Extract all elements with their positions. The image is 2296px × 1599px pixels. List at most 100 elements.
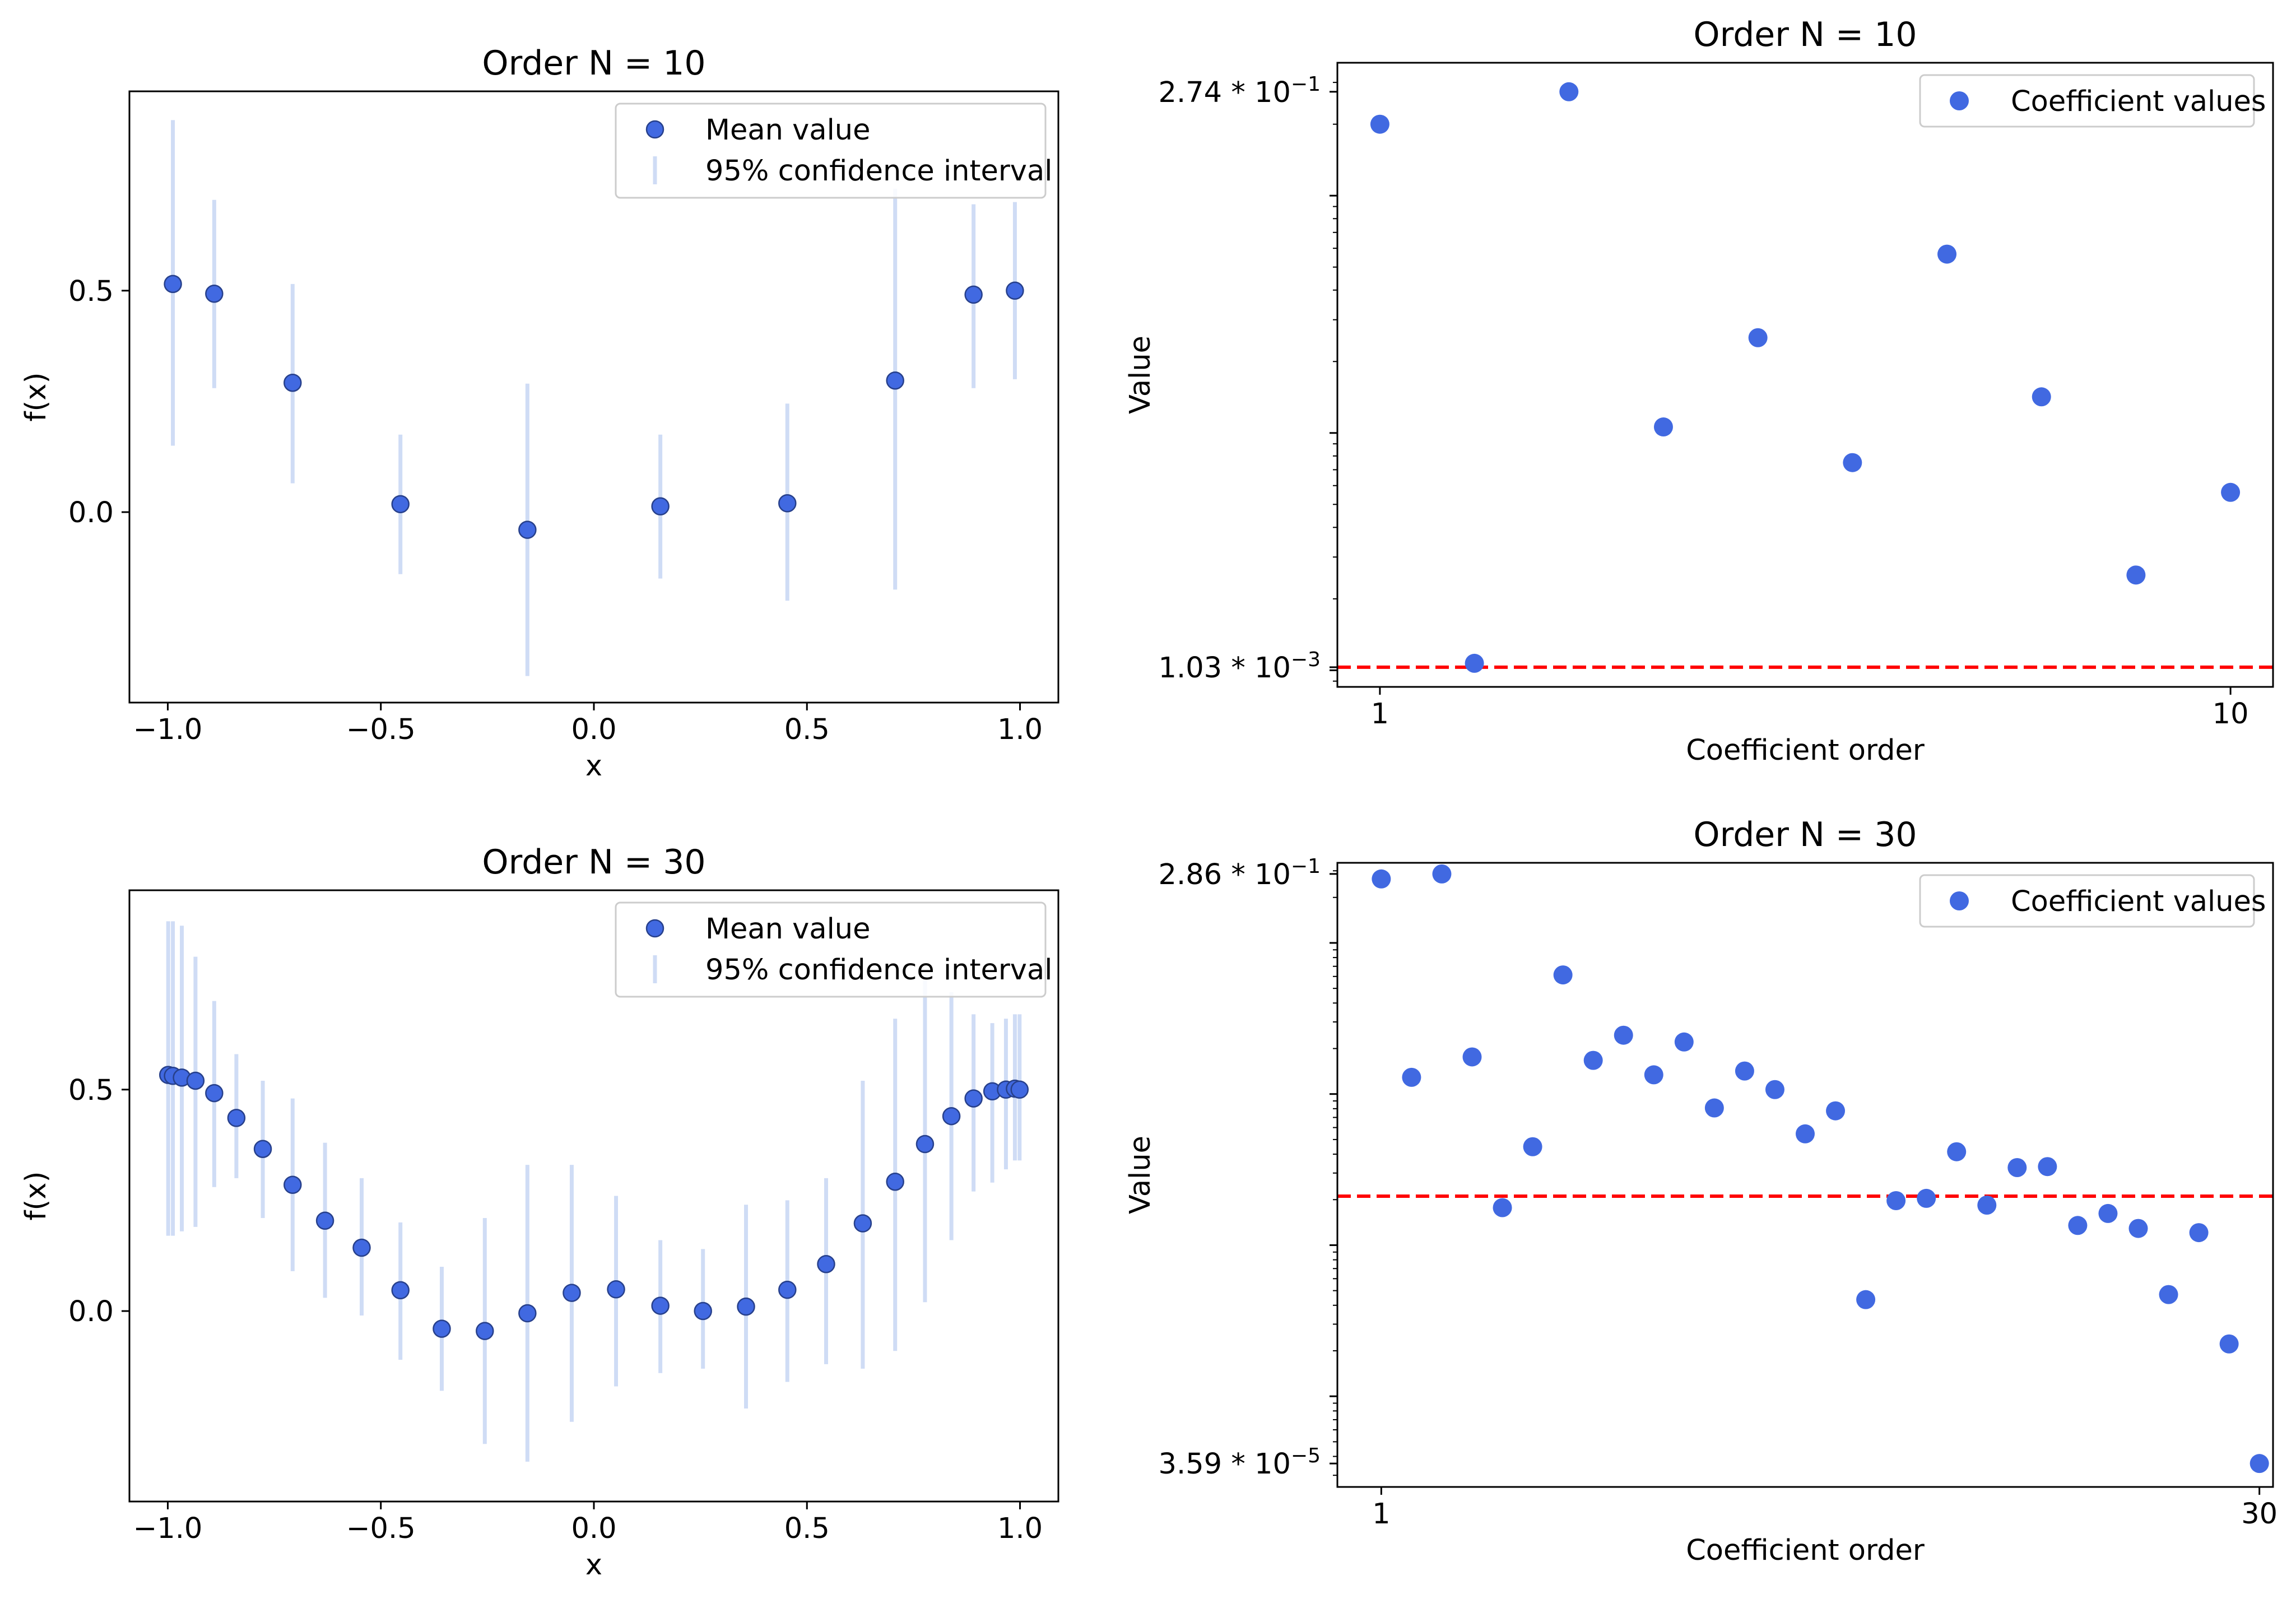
legend-label: Mean value bbox=[705, 114, 870, 147]
data-point bbox=[886, 1172, 904, 1191]
data-point bbox=[942, 1107, 961, 1126]
data-point bbox=[964, 1089, 983, 1108]
data-point bbox=[1372, 869, 1391, 889]
plot-area bbox=[1337, 82, 2273, 673]
chart-title: Order N = 30 bbox=[1693, 815, 1917, 854]
x-tick-label: 10 bbox=[2213, 698, 2249, 731]
legend-marker bbox=[1950, 891, 1969, 910]
x-tick-label: 1 bbox=[1371, 698, 1389, 731]
data-point bbox=[964, 285, 983, 304]
x-tick-label: 0.0 bbox=[571, 1512, 616, 1545]
axes-frame bbox=[1336, 62, 2274, 688]
data-point bbox=[2128, 1219, 2148, 1238]
x-axis-label: x bbox=[585, 1549, 602, 1582]
data-point bbox=[817, 1254, 835, 1273]
y-axis-label: Value bbox=[1124, 1136, 1157, 1214]
y-tick-mantissa: 2.74 * 10 bbox=[1159, 76, 1291, 109]
data-point bbox=[1370, 114, 1389, 134]
data-point bbox=[227, 1109, 246, 1127]
data-point bbox=[2007, 1158, 2027, 1177]
y-tick-label: 0.5 bbox=[68, 275, 114, 308]
x-tick-label: 30 bbox=[2241, 1498, 2278, 1531]
data-point bbox=[1977, 1195, 1997, 1215]
data-point bbox=[886, 371, 904, 390]
data-point bbox=[1704, 1098, 1724, 1118]
data-point bbox=[1583, 1050, 1603, 1070]
legend-label: 95% confidence interval bbox=[705, 155, 1052, 188]
data-point bbox=[518, 1304, 537, 1323]
y-tick-label: 3.59 * 10−5 bbox=[1159, 1444, 1321, 1481]
data-point bbox=[164, 275, 182, 294]
data-point bbox=[2068, 1216, 2088, 1235]
y-tick-exponent: −3 bbox=[1291, 648, 1321, 671]
chart-title: Order N = 10 bbox=[1693, 15, 1917, 54]
y-tick-exponent: −1 bbox=[1291, 855, 1321, 878]
plot-area bbox=[1337, 864, 2273, 1474]
legend-marker bbox=[645, 120, 664, 139]
data-point bbox=[391, 1281, 410, 1300]
plot-order-10-coefficients: Order N = 10 1 10 Coefficient order 2.74 * 1… bbox=[1124, 15, 2274, 767]
legend-box bbox=[1919, 874, 2255, 928]
data-point bbox=[1947, 1142, 1967, 1161]
x-axis-label: Coefficient order bbox=[1686, 1534, 1925, 1567]
data-point bbox=[694, 1301, 712, 1321]
data-point bbox=[1644, 1065, 1663, 1085]
data-point bbox=[737, 1297, 755, 1316]
legend-label: Mean value bbox=[705, 913, 870, 946]
x-tick-label: 0.5 bbox=[784, 713, 830, 746]
data-point bbox=[1735, 1061, 1754, 1081]
y-tick-exponent: −1 bbox=[1291, 73, 1321, 96]
y-tick-mantissa: 3.59 * 10 bbox=[1159, 1448, 1291, 1481]
plot-area bbox=[159, 921, 1029, 1462]
y-tick-label: 0.0 bbox=[68, 1295, 114, 1328]
y-tick-mantissa: 1.03 * 10 bbox=[1159, 652, 1291, 685]
data-point bbox=[563, 1284, 581, 1302]
plot-order-30-function: Order N = 30 −1.0 −0.5 0.0 0.5 1.0 x 0.0 0.5 f(x)… bbox=[20, 843, 1059, 1582]
y-tick-label: 1.03 * 10−3 bbox=[1159, 648, 1321, 685]
data-point bbox=[915, 1135, 935, 1154]
data-point bbox=[1856, 1290, 1876, 1309]
data-point bbox=[607, 1280, 625, 1299]
data-point bbox=[651, 1296, 670, 1315]
data-point bbox=[2098, 1203, 2118, 1223]
legend: Coefficient values bbox=[1919, 74, 2266, 128]
legend-box bbox=[615, 103, 1047, 199]
data-point bbox=[391, 495, 410, 514]
data-point bbox=[1523, 1137, 1542, 1156]
y-axis-label: f(x) bbox=[20, 373, 53, 422]
data-point bbox=[2189, 1223, 2209, 1243]
data-point bbox=[1843, 453, 1862, 472]
data-point bbox=[1432, 864, 1452, 884]
legend: Mean value 95% confidence interval bbox=[615, 901, 1052, 998]
data-point bbox=[253, 1140, 272, 1158]
plot-order-30-coefficients: Order N = 30 1 30 Coefficient order 2.86 * 1… bbox=[1124, 815, 2278, 1567]
data-point bbox=[2221, 482, 2241, 502]
data-point bbox=[1462, 1047, 1482, 1067]
data-point bbox=[651, 497, 670, 516]
legend-label: Coefficient values bbox=[2011, 885, 2266, 918]
data-point bbox=[1748, 328, 1768, 347]
x-tick-label: −1.0 bbox=[133, 713, 203, 746]
data-point bbox=[2126, 565, 2146, 585]
data-point bbox=[518, 520, 537, 539]
data-point bbox=[1886, 1191, 1906, 1210]
data-point bbox=[205, 1084, 224, 1103]
data-point bbox=[315, 1211, 334, 1230]
x-tick-label: 0.5 bbox=[784, 1512, 830, 1545]
legend: Mean value 95% confidence interval bbox=[615, 103, 1052, 199]
data-point bbox=[2159, 1285, 2178, 1304]
legend-box bbox=[615, 901, 1047, 998]
x-axis-label: x bbox=[585, 750, 602, 783]
data-point bbox=[1826, 1101, 1846, 1121]
data-point bbox=[1937, 244, 1957, 264]
data-point bbox=[1796, 1124, 1815, 1144]
y-tick-label: 0.0 bbox=[68, 496, 114, 529]
data-point bbox=[186, 1071, 205, 1090]
data-point bbox=[1653, 417, 1673, 437]
legend-label: Coefficient values bbox=[2011, 85, 2266, 118]
y-tick-exponent: −5 bbox=[1291, 1444, 1321, 1467]
data-point bbox=[2032, 387, 2051, 407]
data-point bbox=[778, 1280, 797, 1299]
x-axis-label: Coefficient order bbox=[1686, 734, 1925, 767]
